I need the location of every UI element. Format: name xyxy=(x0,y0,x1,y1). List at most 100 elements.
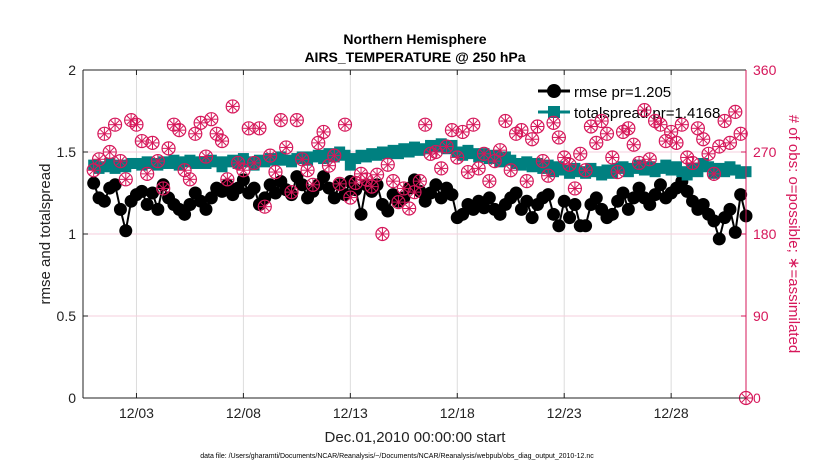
obs-possible-point xyxy=(412,174,427,189)
obs-possible-point xyxy=(380,157,395,172)
y-tick-label: 0.5 xyxy=(57,308,77,324)
obs-possible-point xyxy=(589,135,604,150)
rmse-point xyxy=(247,181,261,195)
obs-assimilated-point xyxy=(205,113,218,126)
rmse-point xyxy=(445,188,459,202)
rmse-point xyxy=(97,194,111,208)
obs-assimilated-point xyxy=(162,142,175,155)
obs-possible-point xyxy=(305,177,321,192)
obs-possible-point xyxy=(161,141,176,156)
obs-possible-point xyxy=(327,148,342,163)
obs-assimilated-point xyxy=(520,175,533,188)
obs-possible-point xyxy=(669,135,684,150)
obs-possible-point xyxy=(706,166,722,181)
obs-assimilated-point xyxy=(232,156,245,169)
obs-possible-point xyxy=(118,172,133,187)
obs-assimilated-point xyxy=(633,156,646,169)
rmse-point xyxy=(605,207,619,221)
x-axis-label: Dec.01,2010 00:00:00 start xyxy=(325,429,507,446)
totalspread-point xyxy=(446,139,458,151)
obs-possible-point xyxy=(402,201,417,216)
legend-rmse-marker xyxy=(547,84,561,98)
legend: rmse pr=1.205 totalspread pr=1.4168 xyxy=(538,84,720,122)
obs-assimilated-point xyxy=(130,118,143,131)
x-tick-label: 12/13 xyxy=(333,405,368,421)
obs-assimilated-point xyxy=(649,115,662,128)
rmse-point xyxy=(295,178,309,192)
obs-possible-point xyxy=(300,163,315,178)
obs-assimilated-point xyxy=(413,175,426,188)
obs-assimilated-point xyxy=(606,151,619,164)
obs-assimilated-point xyxy=(675,118,688,131)
y2-tick-label: 180 xyxy=(753,226,777,242)
rmse-point xyxy=(140,197,154,211)
obs-assimilated-point xyxy=(269,166,282,179)
obs-possible-point xyxy=(476,146,492,161)
y-tick-label: 0 xyxy=(68,390,76,406)
obs-assimilated-point xyxy=(467,118,480,131)
obs-assimilated-point xyxy=(429,146,442,158)
obs-assimilated-point xyxy=(654,118,667,131)
obs-assimilated-point xyxy=(686,156,699,169)
obs-possible-point xyxy=(573,146,588,161)
obs-assimilated-point xyxy=(285,186,298,199)
obs-assimilated-point xyxy=(403,202,416,215)
rmse-point xyxy=(178,207,192,221)
obs-assimilated-point xyxy=(199,150,212,163)
obs-possible-point xyxy=(551,130,566,145)
rmse-point xyxy=(707,214,721,228)
data-marks xyxy=(87,138,753,246)
obs-possible-point xyxy=(541,168,556,183)
obs-assimilated-point xyxy=(98,127,111,140)
obs-assimilated-point xyxy=(584,120,597,133)
obs-possible-point xyxy=(685,155,700,171)
obs-possible-point xyxy=(599,126,615,141)
obs-possible-point xyxy=(519,174,534,189)
obs-assimilated-point xyxy=(707,167,720,180)
obs-assimilated-point xyxy=(338,118,351,131)
obs-possible-point xyxy=(605,150,620,165)
obs-assimilated-point xyxy=(189,127,202,140)
rmse-point xyxy=(199,202,213,216)
obs-assimilated-point xyxy=(141,167,154,180)
obs-assimilated-point xyxy=(558,151,571,164)
rmse-point xyxy=(429,178,443,192)
obs-assimilated-point xyxy=(542,169,555,182)
obs-assimilated-point xyxy=(670,136,683,149)
obs-assimilated-point xyxy=(504,164,517,177)
rmse-point xyxy=(204,191,218,205)
obs-assimilated-point xyxy=(590,136,603,149)
obs-assimilated-point xyxy=(579,164,592,177)
obs-assimilated-point xyxy=(322,159,335,172)
obs-possible-point xyxy=(525,132,540,147)
rmse-point xyxy=(482,191,496,205)
obs-assimilated-point xyxy=(93,153,106,166)
obs-possible-point xyxy=(626,137,641,152)
obs-possible-point xyxy=(279,140,294,155)
obs-possible-point xyxy=(91,152,107,167)
data-file-footer: data file: /Users/gharamti/Documents/NCA… xyxy=(200,453,594,460)
obs-assimilated-point xyxy=(333,177,346,190)
rmse-point xyxy=(557,194,571,208)
rmse-point xyxy=(552,219,566,233)
obs-possible-point xyxy=(674,117,689,132)
obs-assimilated-point xyxy=(248,156,261,169)
rmse-point xyxy=(317,170,331,184)
obs-assimilated-point xyxy=(451,151,464,164)
obs-assimilated-point xyxy=(226,100,239,113)
y-tick-label: 1 xyxy=(68,226,76,242)
y-axis-label: rmse and totalspread xyxy=(37,164,54,305)
obs-possible-point xyxy=(701,146,716,161)
rmse-point xyxy=(643,197,657,211)
obs-possible-point xyxy=(696,132,711,147)
obs-assimilated-point xyxy=(638,104,651,117)
obs-assimilated-point xyxy=(306,178,319,191)
obs-assimilated-point xyxy=(435,162,448,175)
y-tick-label: 1.5 xyxy=(57,144,77,160)
obs-assimilated-point xyxy=(274,114,287,127)
obs-possible-point xyxy=(220,172,235,187)
obs-possible-point xyxy=(637,102,652,118)
obs-possible-point xyxy=(236,163,251,178)
obs-possible-point xyxy=(97,126,112,141)
rmse-point xyxy=(183,197,197,211)
